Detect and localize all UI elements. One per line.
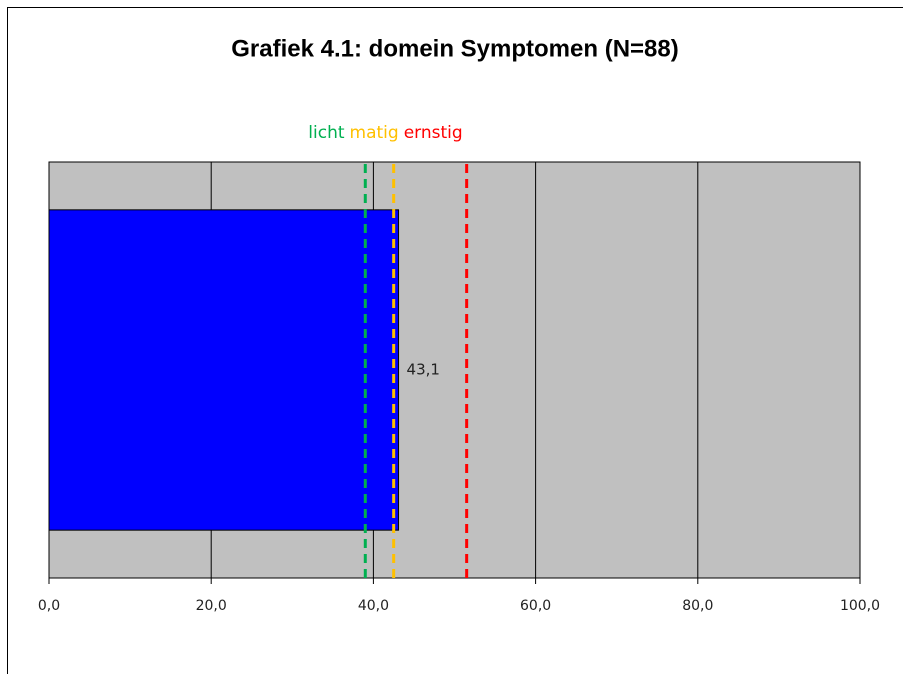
x-tick-label: 40,0 [358, 598, 389, 614]
x-tick-label: 20,0 [196, 598, 227, 614]
reference-label: ernstig [404, 123, 463, 143]
x-tick-label: 80,0 [682, 598, 713, 614]
x-tick-label: 0,0 [38, 598, 60, 614]
x-tick-label: 100,0 [840, 598, 880, 614]
reference-label: matig [350, 123, 399, 143]
data-label: 43,1 [407, 361, 440, 379]
bar [49, 210, 399, 530]
x-tick-label: 60,0 [520, 598, 551, 614]
chart-title: Grafiek 4.1: domein Symptomen (N=88) [231, 35, 678, 62]
reference-label: licht [308, 123, 345, 143]
